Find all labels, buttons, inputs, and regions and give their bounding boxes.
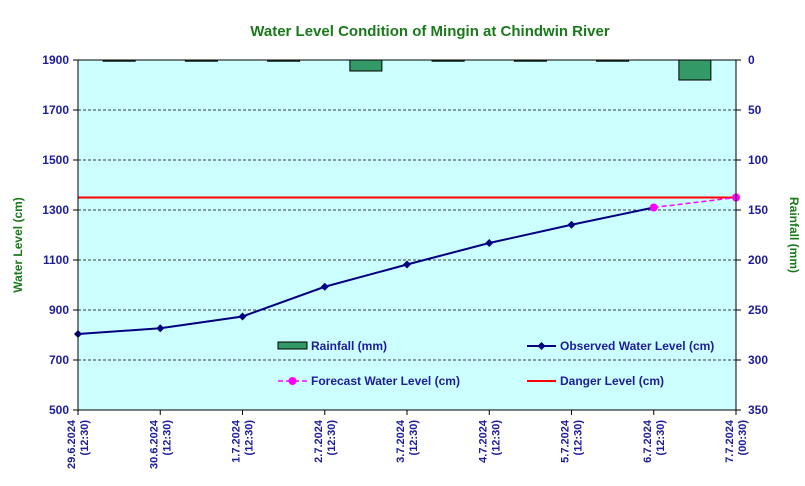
- rainfall-bar: [102, 59, 136, 62]
- y-right-tick-label: 300: [748, 353, 768, 367]
- y-right-tick-label: 50: [748, 103, 762, 117]
- x-tick-label-time: (12:30): [408, 420, 420, 456]
- x-tick-label: 1.7.2024 (12:30): [231, 419, 256, 463]
- legend-rainfall-label: Rainfall (mm): [311, 339, 387, 353]
- rainfall-bar: [431, 59, 465, 62]
- x-tick-label-date: 2.7.2024: [313, 419, 325, 463]
- y-right-tick-label: 250: [748, 303, 768, 317]
- legend-observed-swatch-marker: [537, 342, 546, 350]
- rainfall-bar: [349, 59, 383, 72]
- forecast-water-level-point: [649, 203, 658, 212]
- y-left-tick-label: 500: [49, 403, 69, 417]
- legend: Rainfall (mm) Observed Water Level (cm) Fo…: [277, 339, 714, 388]
- x-tick-label-date: 3.7.2024: [395, 419, 407, 463]
- x-tick-label-time: (12:30): [490, 420, 502, 456]
- y-left-tick-label: 1300: [42, 203, 69, 217]
- x-tick-label-date: 4.7.2024: [477, 419, 489, 463]
- rainfall-bar: [678, 59, 712, 81]
- forecast-water-level-series: [649, 193, 740, 212]
- rainfall-bar: [596, 59, 630, 62]
- observed-water-level-series: [74, 203, 658, 338]
- x-tick-label-time: (12:30): [244, 420, 256, 456]
- observed-water-level-line: [77, 206, 654, 335]
- x-tick-label: 30.6.2024 (12:30): [148, 419, 173, 469]
- x-tick-label-date: 1.7.2024: [231, 419, 243, 463]
- plot-area: [77, 59, 737, 411]
- rainfall-bar: [513, 59, 547, 62]
- legend-danger-label: Danger Level (cm): [560, 374, 664, 388]
- y-axis-right-label: Rainfall (mm): [787, 197, 801, 273]
- x-tick-label: 4.7.2024 (12:30): [477, 419, 502, 463]
- legend-forecast-swatch-marker: [288, 377, 297, 385]
- y-right-tick-label: 0: [748, 53, 755, 67]
- observed-water-level-point: [485, 239, 494, 247]
- chart-title: Water Level Condition of Mingin at Chind…: [250, 23, 610, 40]
- y-right-tick-label: 200: [748, 253, 768, 267]
- y-left-tick-label: 700: [49, 353, 69, 367]
- x-tick-label-date: 6.7.2024: [642, 419, 654, 463]
- x-tick-label-time: (12:30): [573, 420, 585, 456]
- y-right-tick-label: 100: [748, 153, 768, 167]
- observed-water-level-point: [156, 324, 165, 333]
- x-tick-label-time: (12:30): [161, 420, 173, 456]
- y-right-tick-label: 350: [748, 403, 768, 417]
- y-left-tick-label: 1100: [43, 253, 69, 267]
- forecast-water-level-line: [653, 196, 737, 209]
- x-tick-label-date: 7.7.2024: [724, 419, 736, 463]
- x-tick-label: 6.7.2024 (12:30): [642, 419, 667, 463]
- observed-water-level-point: [403, 260, 411, 269]
- x-tick-label-time: (00:30): [737, 420, 749, 456]
- x-tick-label-date: 5.7.2024: [560, 419, 572, 463]
- x-tick-label: 7.7.2024 (00:30): [724, 419, 749, 463]
- observed-water-level-point: [320, 282, 329, 291]
- x-tick-label-time: (12:30): [326, 420, 338, 456]
- x-tick-label: 29.6.2024 (12:30): [66, 419, 91, 469]
- legend-observed-label: Observed Water Level (cm): [560, 339, 714, 353]
- x-tick-label: 2.7.2024 (12:30): [313, 419, 338, 463]
- rainfall-bar: [267, 59, 301, 62]
- tick-labels: 500 700 900 1100 1300 1500 1700 1900 0 50 100 150 20…: [42, 53, 768, 469]
- x-tick-label: 5.7.2024 (12:30): [560, 419, 585, 463]
- x-tick-label-time: (12:30): [655, 420, 667, 456]
- x-tick-label-time: (12:30): [79, 420, 91, 456]
- x-tick-label-date: 30.6.2024: [148, 419, 160, 469]
- legend-forecast-label: Forecast Water Level (cm): [311, 374, 460, 388]
- rainfall-bars: [102, 59, 712, 81]
- observed-water-level-point: [567, 220, 576, 229]
- x-tick-label: 3.7.2024 (12:30): [395, 419, 420, 463]
- legend-rainfall-swatch: [277, 341, 308, 350]
- y-left-tick-label: 1700: [42, 103, 69, 117]
- rainfall-bar: [184, 59, 218, 62]
- x-tick-label-date: 29.6.2024: [66, 419, 78, 469]
- y-right-tick-label: 150: [748, 203, 768, 217]
- y-left-tick-label: 1900: [42, 53, 69, 67]
- y-left-tick-label: 1500: [42, 153, 69, 167]
- y-left-tick-label: 900: [49, 303, 69, 317]
- axes: [73, 59, 741, 415]
- y-axis-left-label: Water Level (cm): [11, 197, 25, 293]
- observed-water-level-point: [238, 312, 247, 321]
